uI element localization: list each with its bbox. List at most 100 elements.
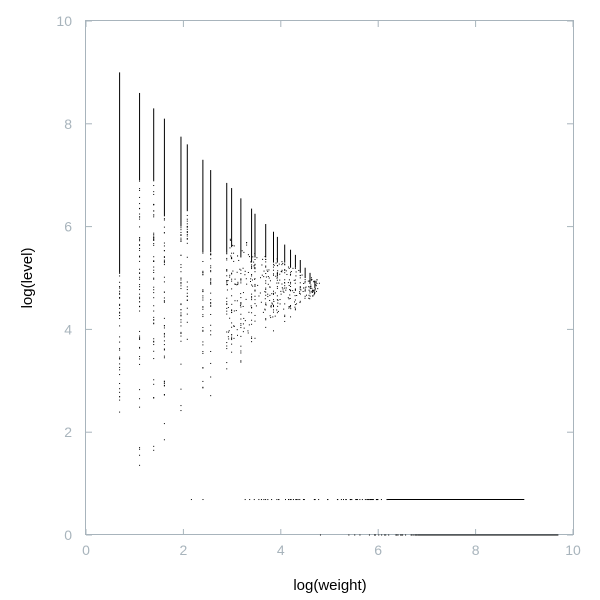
data-point xyxy=(242,305,244,307)
data-point xyxy=(251,336,253,338)
data-point xyxy=(299,293,301,295)
data-point xyxy=(139,448,141,450)
data-point xyxy=(262,311,264,313)
data-point xyxy=(285,287,287,289)
data-point xyxy=(163,423,165,425)
data-point xyxy=(202,330,204,332)
data-point xyxy=(186,313,188,315)
data-point xyxy=(139,239,141,241)
data-point xyxy=(290,305,292,307)
y-tick-labels: 0 2 4 6 8 10 xyxy=(56,13,72,543)
data-point xyxy=(242,267,244,269)
data-point xyxy=(153,289,155,291)
data-point xyxy=(354,534,356,536)
data-point xyxy=(266,269,268,271)
data-point xyxy=(153,397,155,399)
data-point xyxy=(251,266,253,268)
data-point xyxy=(119,272,121,274)
data-point xyxy=(139,278,141,280)
data-point xyxy=(284,269,286,271)
data-point xyxy=(202,380,204,382)
data-point xyxy=(202,499,204,501)
data-point xyxy=(312,289,314,291)
data-point xyxy=(304,278,306,280)
data-point xyxy=(310,277,312,279)
data-point xyxy=(231,258,233,260)
data-point xyxy=(258,499,260,501)
data-point xyxy=(274,292,276,294)
data-point xyxy=(299,291,301,293)
data-point xyxy=(231,337,233,339)
data-point xyxy=(153,243,155,245)
data-point xyxy=(340,499,342,501)
data-point xyxy=(153,297,155,299)
data-point xyxy=(240,360,242,362)
data-point xyxy=(248,256,250,258)
data-point xyxy=(163,226,165,228)
data-point xyxy=(269,315,271,317)
data-point xyxy=(163,281,165,283)
data-point xyxy=(180,388,182,390)
data-point xyxy=(276,299,278,301)
data-point xyxy=(210,299,212,301)
data-point xyxy=(314,292,316,294)
data-point xyxy=(186,238,188,240)
data-point xyxy=(227,280,229,282)
data-point xyxy=(253,265,255,267)
data-point xyxy=(276,295,278,297)
data-point xyxy=(139,213,141,215)
data-point xyxy=(374,534,376,536)
data-point xyxy=(288,306,290,308)
data-point xyxy=(276,499,278,501)
data-point xyxy=(180,264,182,266)
data-point xyxy=(269,294,271,296)
data-point xyxy=(299,277,301,279)
data-point xyxy=(237,283,239,285)
data-point xyxy=(119,312,121,314)
data-point xyxy=(139,346,141,348)
data-point xyxy=(251,275,253,277)
data-point xyxy=(226,275,228,277)
data-point xyxy=(229,239,231,241)
data-point xyxy=(254,299,256,301)
y-axis-title: log(level) xyxy=(19,248,36,309)
data-point xyxy=(279,279,281,281)
data-point xyxy=(380,499,382,501)
data-point xyxy=(210,334,212,336)
data-point xyxy=(292,499,294,501)
data-point xyxy=(231,336,233,338)
data-point xyxy=(376,499,378,501)
data-point xyxy=(290,316,292,318)
data-point xyxy=(227,336,229,338)
data-point xyxy=(272,269,274,271)
data-point xyxy=(180,283,182,285)
data-point xyxy=(119,304,121,306)
data-point xyxy=(139,301,141,303)
data-point xyxy=(376,499,378,501)
data-point xyxy=(186,256,188,258)
data-point xyxy=(180,340,182,342)
data-point xyxy=(244,270,246,272)
data-point xyxy=(153,235,155,237)
data-point xyxy=(311,291,313,293)
data-point xyxy=(277,305,279,307)
data-point xyxy=(388,534,390,536)
data-point xyxy=(180,279,182,281)
data-point xyxy=(265,273,267,275)
data-point xyxy=(289,305,291,307)
data-point xyxy=(240,323,242,325)
data-point xyxy=(245,298,247,300)
data-point xyxy=(240,278,242,280)
data-point xyxy=(119,363,121,365)
data-point xyxy=(351,499,353,501)
data-point xyxy=(386,499,388,501)
data-point xyxy=(308,297,310,299)
data-point xyxy=(202,351,204,353)
data-point xyxy=(314,293,316,295)
data-point xyxy=(276,276,278,278)
data-point xyxy=(180,303,182,305)
data-point xyxy=(280,290,282,292)
data-point xyxy=(231,288,233,290)
data-point xyxy=(163,219,165,221)
data-point xyxy=(153,256,155,258)
